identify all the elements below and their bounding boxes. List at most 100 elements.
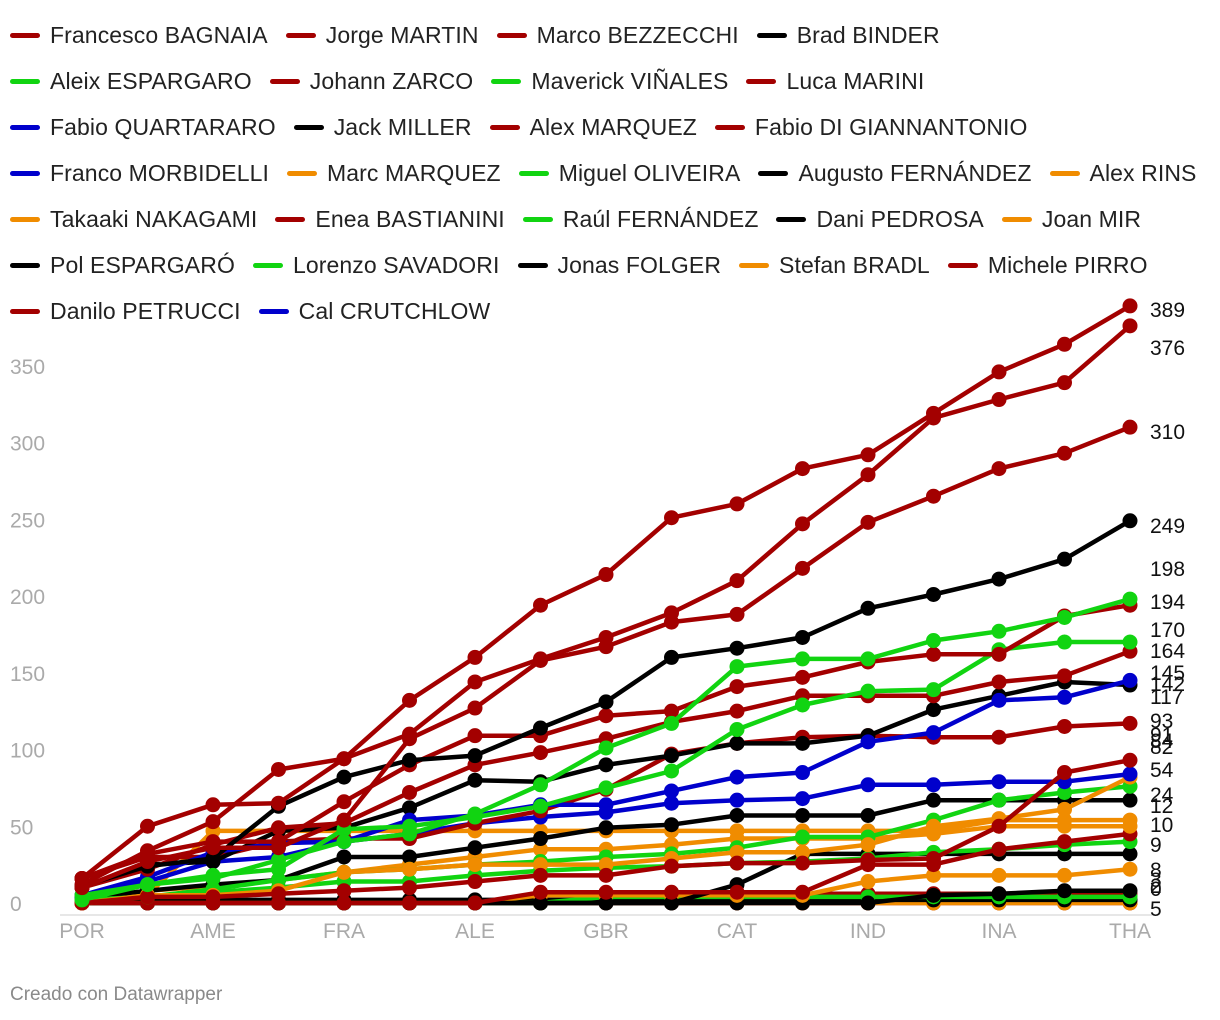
data-point <box>795 560 810 576</box>
legend-swatch <box>287 170 317 176</box>
end-label: 84 <box>1150 730 1174 753</box>
legend-label: Lorenzo SAVADORI <box>292 251 500 278</box>
data-point <box>991 623 1007 639</box>
legend-label: Maverick VIÑALES <box>531 67 729 94</box>
data-point <box>140 818 155 834</box>
data-point <box>664 703 679 719</box>
x-tick-label: GBR <box>583 920 629 943</box>
legend-item-joan-mir: Joan MIR <box>1001 196 1141 242</box>
legend-item-brad-binder: Brad BINDER <box>756 12 940 58</box>
legend-item-jonas-folger: Jonas FOLGER <box>517 242 722 288</box>
end-label: 8 <box>1150 859 1162 882</box>
legend-item-luca-marini: Luca MARINI <box>746 58 924 104</box>
x-tick-label: THA <box>1109 920 1151 943</box>
data-point <box>467 857 483 873</box>
end-label: 82 <box>1150 736 1173 759</box>
legend-label: Michele PIRRO <box>987 251 1148 278</box>
data-point <box>860 777 876 793</box>
data-point <box>795 461 810 477</box>
legend-swatch <box>739 262 770 268</box>
data-point <box>205 889 221 905</box>
data-point <box>74 870 90 886</box>
end-label: 376 <box>1150 337 1185 360</box>
legend-item-takaaki-nakagami: Takaaki NAKAGAMI <box>10 196 257 242</box>
legend-item-dani-pedrosa: Dani PEDROSA <box>776 196 984 242</box>
data-point <box>402 692 417 708</box>
data-point <box>1122 298 1138 314</box>
data-point <box>533 720 548 736</box>
data-point <box>729 640 745 656</box>
data-point <box>926 633 941 649</box>
data-point <box>860 651 876 667</box>
legend-label: Stefan BRADL <box>779 251 930 278</box>
legend-swatch <box>285 32 316 38</box>
legend-label: Brad BINDER <box>796 21 940 48</box>
end-label: 145 <box>1150 662 1185 685</box>
legend-item-fabio-di-giannantonio: Fabio DI GIANNANTONIO <box>714 104 1028 150</box>
data-point <box>533 884 548 900</box>
legend-item-pol-espargaro: Pol ESPARGARÓ <box>10 242 235 288</box>
data-point <box>402 895 417 911</box>
data-point <box>467 649 483 665</box>
legend-label: Fabio QUARTARARO <box>50 113 276 140</box>
x-tick-label: INA <box>981 920 1016 943</box>
data-point <box>74 892 90 908</box>
end-label: 93 <box>1150 710 1173 733</box>
data-point <box>991 461 1007 477</box>
legend-swatch <box>10 78 40 84</box>
data-point <box>1057 375 1072 391</box>
data-point <box>991 867 1007 883</box>
data-point <box>271 852 286 868</box>
legend-item-fabio-quartararo: Fabio QUARTARARO <box>10 104 276 150</box>
data-point <box>795 829 810 845</box>
data-point <box>991 392 1007 408</box>
y-tick-label: 350 <box>10 356 45 379</box>
data-point <box>795 629 810 645</box>
end-label: 91 <box>1150 724 1173 747</box>
legend-item-jack-miller: Jack MILLER <box>293 104 472 150</box>
data-point <box>991 646 1007 662</box>
data-point <box>598 567 614 583</box>
end-label: 194 <box>1150 591 1185 614</box>
legend-label: Miguel OLIVEIRA <box>558 159 741 186</box>
y-tick-label: 150 <box>10 663 45 686</box>
legend-swatch <box>269 78 300 84</box>
data-point <box>664 858 679 874</box>
data-point <box>664 715 679 731</box>
data-point <box>860 808 876 824</box>
legend-swatch <box>1049 170 1080 176</box>
legend-label: Marco BEZZECCHI <box>536 21 739 48</box>
data-point <box>598 820 614 836</box>
data-point <box>205 840 221 856</box>
legend-swatch <box>746 78 777 84</box>
data-point <box>533 867 548 883</box>
data-point <box>664 795 679 811</box>
data-point <box>336 794 352 810</box>
data-point <box>795 735 810 751</box>
series-fabio-di-giannantonio <box>74 752 1138 911</box>
legend-label: Aleix ESPARGARO <box>50 67 252 94</box>
data-point <box>140 877 155 893</box>
data-point <box>205 850 221 866</box>
data-point <box>664 614 679 630</box>
data-point <box>533 597 548 613</box>
legend-item-danilo-petrucci: Danilo PETRUCCI <box>10 288 241 334</box>
data-point <box>402 826 417 842</box>
legend-swatch <box>756 32 787 38</box>
legend-label: Enea BASTIANINI <box>315 205 505 232</box>
end-labels: 3893763102491981941701641451421179391848… <box>1150 299 1185 921</box>
data-point <box>271 795 286 811</box>
data-point <box>1122 591 1138 607</box>
series-brad-binder <box>74 513 1138 894</box>
legend-swatch <box>10 308 40 314</box>
data-point <box>991 692 1007 708</box>
data-point <box>467 728 483 744</box>
data-point <box>598 857 614 873</box>
data-point <box>140 843 155 859</box>
y-tick-label: 50 <box>10 816 33 839</box>
data-point <box>795 791 810 807</box>
end-label: 249 <box>1150 515 1185 538</box>
legend-label: Takaaki NAKAGAMI <box>50 205 258 232</box>
data-point <box>991 774 1007 790</box>
